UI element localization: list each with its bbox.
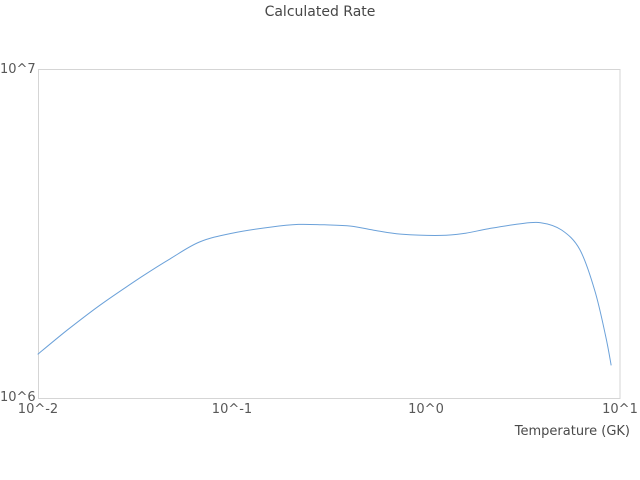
x-axis-tick-label: 10^1 <box>602 402 638 417</box>
y-axis-tick-label: 10^6 <box>0 390 36 405</box>
chart-title: Calculated Rate <box>264 4 376 20</box>
x-axis-title: Temperature (GK) <box>514 424 630 439</box>
x-axis-tick-label: 10^-2 <box>17 402 59 417</box>
rate-curve <box>37 221 612 366</box>
x-axis-tick-label: 10^-1 <box>211 402 253 417</box>
plot-border <box>38 69 621 399</box>
x-axis-tick-label: 10^0 <box>408 402 444 417</box>
y-axis-tick-label: 10^7 <box>0 62 36 77</box>
